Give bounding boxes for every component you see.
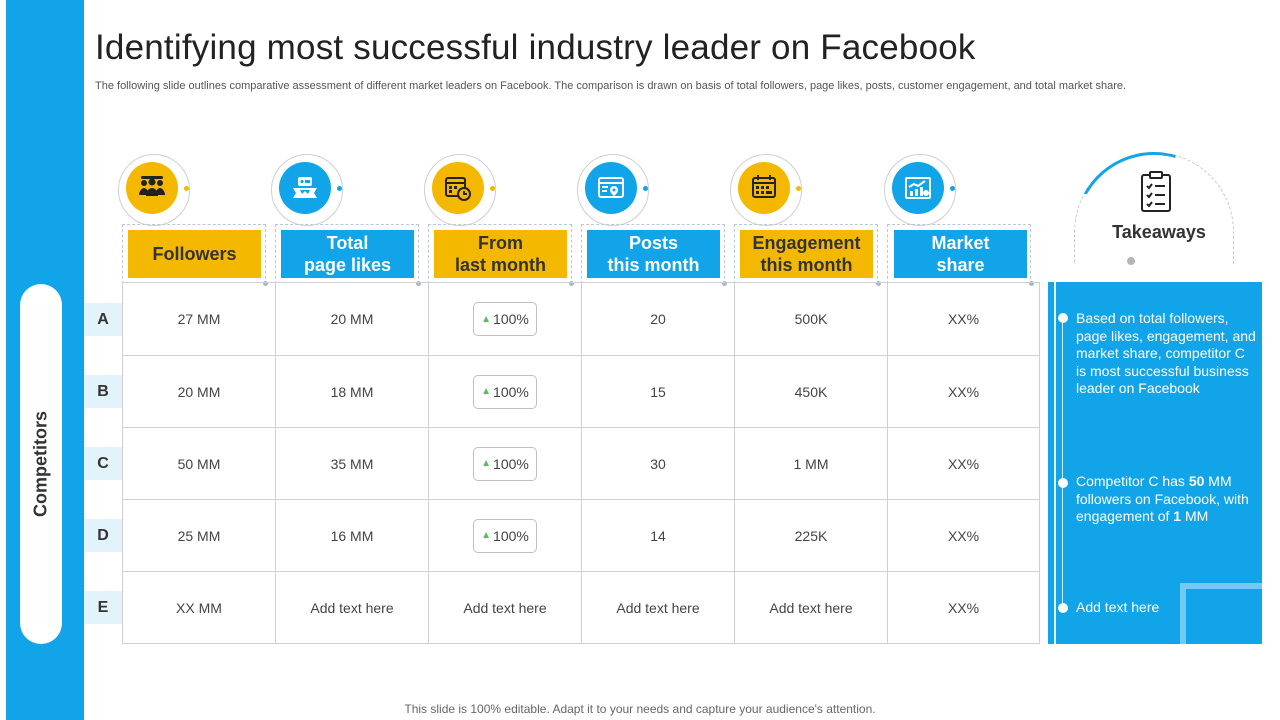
comparison-table: 27 MM 20 MM ▲ 100% 20 500K XX% 20 MM 18 M… [122,282,1040,644]
followers-icon-wrap [118,154,190,226]
takeaway-item-1: Based on total followers, page likes, en… [1076,310,1256,396]
corner-decoration [1180,583,1262,644]
checklist-icon [1138,170,1174,219]
page-subtitle: The following slide outlines comparative… [95,80,1127,92]
footer-note: This slide is 100% editable. Adapt it to… [404,702,876,716]
bar-chart-icon [892,162,944,214]
table-cell: 35 MM [330,455,374,472]
up-triangle-icon: ▲ [481,458,492,469]
takeaway-item-3: Add text here [1076,599,1160,615]
audience-icon [126,162,178,214]
table-cell: XX MM [176,599,222,616]
table-cell: XX% [947,311,980,327]
change-badge: ▲ 100% [473,518,537,553]
table-cell: ▲ 100% [429,283,581,355]
row-label-a: A [84,303,122,336]
table-cell: 500K [794,311,828,327]
table-cell: 15 [650,383,666,400]
table-cell: 225K [794,527,828,544]
table-cell: 30 [650,455,666,472]
page-likes-icon-wrap [271,154,343,226]
row-label-d: D [84,519,122,552]
table-cell: Add text here [769,599,853,616]
page-title: Identifying most successful industry lea… [95,28,976,67]
table-cell: XX% [947,383,980,400]
table-cell: 50 MM [177,455,221,472]
takeaway-item-2: Competitor C has 50 MM followers on Face… [1076,473,1249,524]
engagement-icon-wrap [730,154,802,226]
table-cell: 20 [650,311,666,327]
table-cell: 450K [794,383,828,400]
row-label-e: E [84,591,122,624]
posts-icon-wrap [577,154,649,226]
market-share-icon-wrap [884,154,956,226]
header-followers: Followers [128,230,261,278]
change-badge: ▲ 100% [473,446,537,481]
takeaways-panel: Based on total followers, page likes, en… [1048,282,1262,644]
schedule-icon [738,162,790,214]
table-cell: Add text here [310,599,394,616]
table-cell: Add text here [463,599,547,616]
table-cell: 20 MM [177,383,221,400]
table-cell: XX% [947,527,980,544]
row-label-b: B [84,375,122,408]
up-triangle-icon: ▲ [481,386,492,397]
table-cell: 1 MM [793,455,829,472]
row-label-c: C [84,447,122,480]
table-cell: 14 [650,527,666,544]
table-cell: 27 MM [177,311,221,327]
table-cell: XX% [947,599,980,616]
competitors-pill [20,284,62,644]
table-cell: 16 MM [330,527,374,544]
header-last-month: From last month [434,230,567,278]
map-post-icon [585,162,637,214]
table-cell: ▲ 100% [429,428,581,499]
change-badge: ▲ 100% [473,374,537,409]
header-market-share: Market share [894,230,1027,278]
competitors-label: Competitors [30,410,51,518]
change-badge: ▲ 100% [473,302,537,336]
likes-banner-icon [279,162,331,214]
takeaways-title: Takeaways [1112,222,1206,242]
table-cell: ▲ 100% [429,356,581,427]
table-cell: 18 MM [330,383,374,400]
table-cell: ▲ 100% [429,500,581,571]
table-cell: 25 MM [177,527,221,544]
header-engagement: Engagement this month [740,230,873,278]
last-month-icon-wrap [424,154,496,226]
calendar-clock-icon [432,162,484,214]
table-cell: 20 MM [330,311,374,327]
header-posts: Posts this month [587,230,720,278]
table-cell: Add text here [616,599,700,616]
table-cell: XX% [947,455,980,472]
up-triangle-icon: ▲ [481,530,492,541]
header-page-likes: Total page likes [281,230,414,278]
up-triangle-icon: ▲ [481,313,492,325]
